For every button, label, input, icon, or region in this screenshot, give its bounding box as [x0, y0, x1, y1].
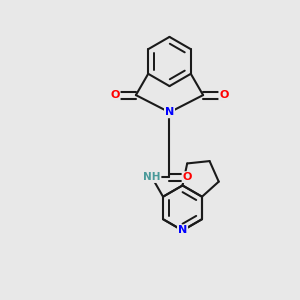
Text: O: O [182, 172, 192, 182]
Text: N: N [178, 225, 187, 236]
Text: O: O [219, 90, 229, 100]
Text: O: O [110, 90, 120, 100]
Text: N: N [165, 107, 174, 117]
Text: NH: NH [143, 172, 160, 182]
